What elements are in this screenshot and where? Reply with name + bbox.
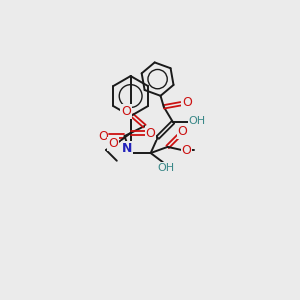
Text: O: O [182, 96, 192, 109]
Text: O: O [146, 127, 156, 140]
Text: OH: OH [158, 163, 175, 173]
Text: O: O [98, 130, 108, 142]
Text: N: N [122, 142, 132, 155]
Text: OH: OH [188, 116, 206, 126]
Text: O: O [108, 137, 118, 150]
Text: O: O [177, 125, 187, 138]
Text: O: O [181, 144, 191, 157]
Text: O: O [121, 105, 131, 118]
